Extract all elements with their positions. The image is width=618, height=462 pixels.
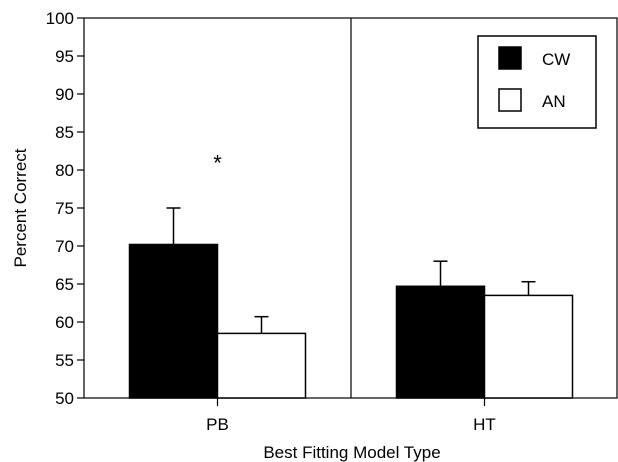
y-tick-label: 65 <box>55 275 74 294</box>
y-tick-label: 80 <box>55 161 74 180</box>
x-axis-title: Best Fitting Model Type <box>263 443 440 462</box>
plot-area: 50 55 60 65 70 75 80 85 90 95 100 PB HT * <box>46 9 618 434</box>
y-tick-label: 90 <box>55 85 74 104</box>
significance-marker: * <box>213 150 222 175</box>
y-tick-label: 95 <box>55 47 74 66</box>
bar-cw <box>395 285 486 399</box>
bar-an <box>483 294 574 399</box>
bar-cw <box>128 243 219 399</box>
y-axis-title: Percent Correct <box>11 148 30 267</box>
legend-swatch-cw <box>498 46 522 70</box>
y-tick-label: 85 <box>55 123 74 142</box>
legend: CW AN <box>477 35 597 129</box>
legend-swatch-an <box>498 88 522 112</box>
y-tick-label: 60 <box>55 313 74 332</box>
y-tick-label: 70 <box>55 237 74 256</box>
x-tick-label: PB <box>206 415 229 434</box>
bar-an <box>216 332 307 399</box>
legend-label-cw: CW <box>542 50 570 69</box>
y-tick-label: 100 <box>46 9 74 28</box>
legend-box <box>477 35 597 129</box>
x-tick-label: HT <box>473 415 496 434</box>
legend-label-an: AN <box>542 92 566 111</box>
y-tick-label: 50 <box>55 389 74 408</box>
y-tick-label: 55 <box>55 351 74 370</box>
y-tick-label: 75 <box>55 199 74 218</box>
